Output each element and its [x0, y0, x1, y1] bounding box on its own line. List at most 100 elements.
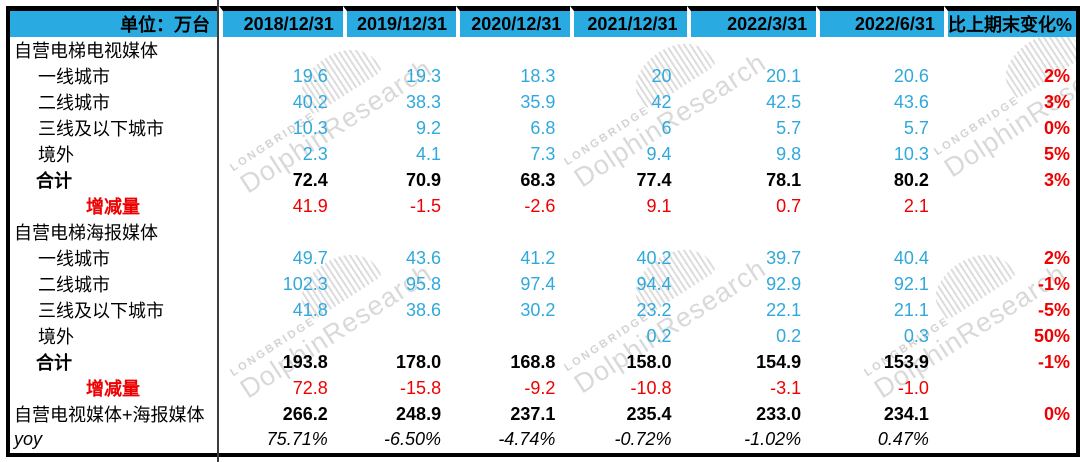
- unit-header-cell: 单位：万台: [10, 6, 220, 37]
- value-cell: 80.2: [893, 169, 929, 190]
- value-cell: 97.4: [520, 273, 556, 294]
- value-cell: 18.3: [520, 65, 556, 86]
- value-cell: 19.6: [292, 65, 328, 86]
- date-header-cell-3: 2021/12/31: [570, 6, 687, 37]
- value-cell: 41.8: [292, 299, 328, 320]
- change-cell: 50%: [1033, 325, 1070, 346]
- table-row-section: 自营电梯海报媒体: [10, 219, 1076, 245]
- value-cell: 77.4: [636, 169, 672, 190]
- table-row-city: 一线城市 19.6 19.3 18.3 20 20.1 20.6 2%: [10, 63, 1076, 89]
- date-header-cell-4: 2022/3/31: [686, 6, 817, 37]
- value-cell: 9.1: [646, 195, 672, 216]
- value-cell: [456, 37, 570, 63]
- value-cell: 10.3: [292, 117, 328, 138]
- row-label: 三线及以下城市: [38, 301, 164, 321]
- value-cell: [816, 219, 944, 245]
- value-cell: 95.8: [406, 273, 442, 294]
- table-row-city: 二线城市 40.2 38.3 35.9 42 42.5 43.6 3%: [10, 89, 1076, 115]
- row-label: yoy: [14, 429, 43, 450]
- table-row-delta: 增减量 41.9 -1.5 -2.6 9.1 0.7 2.1: [10, 193, 1076, 219]
- value-cell: 40.4: [893, 247, 929, 268]
- value-cell: 75.71%: [266, 429, 328, 450]
- value-cell: 158.0: [626, 351, 672, 372]
- row-label: 自营电梯海报媒体: [14, 223, 158, 243]
- value-cell: 168.8: [510, 351, 556, 372]
- value-cell: 233.0: [756, 403, 802, 424]
- value-cell: 94.4: [636, 273, 672, 294]
- row-label: 二线城市: [38, 93, 110, 113]
- change-cell: 3%: [1043, 169, 1070, 190]
- value-cell: 0.47%: [877, 429, 929, 450]
- change-cell: -5%: [1037, 299, 1070, 320]
- change-cell: 5%: [1043, 143, 1070, 164]
- value-cell: 178.0: [396, 351, 442, 372]
- table-row-city: 二线城市 102.3 95.8 97.4 94.4 92.9 92.1 -1%: [10, 271, 1076, 297]
- value-cell: [456, 323, 570, 349]
- value-cell: 20: [651, 65, 672, 86]
- table-row-delta: 增减量 72.8 -15.8 -9.2 -10.8 -3.1 -1.0: [10, 375, 1076, 401]
- row-label: 合计: [36, 171, 72, 191]
- value-cell: 42: [651, 91, 672, 112]
- table-row-section: 自营电梯电视媒体: [10, 37, 1076, 63]
- value-cell: 0.2: [646, 325, 672, 346]
- value-cell: 40.2: [636, 247, 672, 268]
- date-header-cell-1: 2019/12/31: [342, 6, 457, 37]
- label-column-divider-line: [217, 0, 219, 462]
- value-cell: 154.9: [756, 351, 802, 372]
- value-cell: -2.6: [524, 195, 556, 216]
- change-cell: 3%: [1043, 91, 1070, 112]
- value-cell: 20.1: [766, 65, 802, 86]
- value-cell: 234.1: [883, 403, 929, 424]
- change-header-cell: 比上期末变化%: [943, 6, 1076, 37]
- row-label: 一线城市: [38, 67, 110, 87]
- value-cell: 6.8: [530, 117, 556, 138]
- value-cell: 23.2: [636, 299, 672, 320]
- table-row-total: 合计 193.8 178.0 168.8 158.0 154.9 153.9 -1%: [10, 349, 1076, 375]
- value-cell: 248.9: [396, 403, 442, 424]
- row-label: 二线城市: [38, 275, 110, 295]
- value-cell: -1.5: [410, 195, 442, 216]
- value-cell: 193.8: [282, 351, 328, 372]
- value-cell: 0.2: [776, 325, 802, 346]
- value-cell: 78.1: [766, 169, 802, 190]
- value-cell: -10.8: [630, 377, 672, 398]
- value-cell: 20.6: [893, 65, 929, 86]
- value-cell: 72.8: [292, 377, 328, 398]
- value-cell: 43.6: [406, 247, 442, 268]
- row-label: 增减量: [86, 379, 140, 399]
- row-label: 一线城市: [38, 249, 110, 269]
- value-cell: 237.1: [510, 403, 556, 424]
- value-cell: 41.2: [520, 247, 556, 268]
- value-cell: 40.2: [292, 91, 328, 112]
- value-cell: [687, 219, 817, 245]
- value-cell: [456, 219, 570, 245]
- change-cell: 0%: [1043, 117, 1070, 138]
- change-cell: 2%: [1043, 247, 1070, 268]
- change-cell: [944, 375, 1076, 401]
- value-cell: 9.8: [776, 143, 802, 164]
- table-row-combined: 自营电视媒体+海报媒体 266.2 248.9 237.1 235.4 233.0 234.…: [10, 401, 1076, 427]
- row-label: 自营电梯电视媒体: [14, 41, 158, 61]
- value-cell: 0.3: [903, 325, 929, 346]
- date-header-cell-2: 2020/12/31: [456, 6, 571, 37]
- row-label: 增减量: [86, 197, 140, 217]
- value-cell: 2.3: [302, 143, 328, 164]
- value-cell: -15.8: [400, 377, 442, 398]
- value-cell: -1.02%: [744, 429, 802, 450]
- table-row-city: 三线及以下城市 10.3 9.2 6.8 6 5.7 5.7 0%: [10, 115, 1076, 141]
- value-cell: 43.6: [893, 91, 929, 112]
- value-cell: 5.7: [776, 117, 802, 138]
- table-row-yoy: yoy 75.71% -6.50% -4.74% -0.72% -1.02% 0.47%: [10, 427, 1076, 453]
- value-cell: -9.2: [524, 377, 556, 398]
- change-cell: [944, 219, 1076, 245]
- value-cell: -0.72%: [614, 429, 672, 450]
- table-row-city: 三线及以下城市 41.8 38.6 30.2 23.2 22.1 21.1 -5%: [10, 297, 1076, 323]
- value-cell: 22.1: [766, 299, 802, 320]
- change-cell: 2%: [1043, 65, 1070, 86]
- value-cell: 10.3: [893, 143, 929, 164]
- value-cell: 30.2: [520, 299, 556, 320]
- value-cell: 49.7: [292, 247, 328, 268]
- value-cell: 6: [661, 117, 672, 138]
- value-cell: [343, 37, 456, 63]
